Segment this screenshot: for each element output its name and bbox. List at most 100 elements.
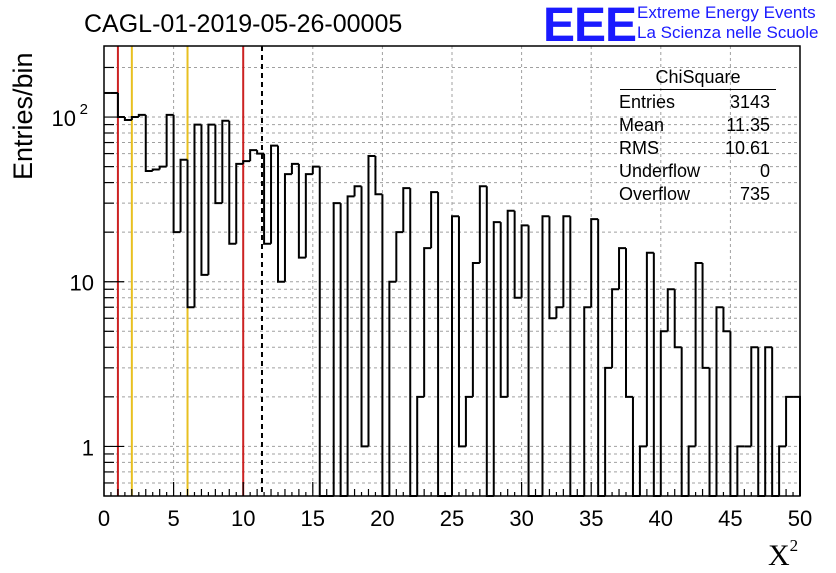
histogram-bar (437, 192, 446, 497)
x-tick-label: 20 (370, 506, 394, 531)
histogram-bar (123, 117, 132, 121)
stats-label: Entries (619, 92, 676, 112)
histogram-bar (409, 188, 418, 497)
histogram-bar (381, 194, 390, 497)
histogram-bar (464, 395, 473, 447)
histogram-bar (625, 248, 633, 398)
histogram-bar (548, 216, 557, 320)
stats-row-mean: Mean 11.35 (612, 113, 780, 136)
histogram-bar (492, 221, 501, 496)
histogram-bar (242, 160, 251, 164)
histogram-bar (332, 202, 341, 496)
histogram-bar (506, 209, 515, 397)
histogram-bar (736, 445, 745, 496)
x-tick-label: 30 (509, 506, 533, 531)
histogram-bar (263, 153, 272, 245)
stats-value: 10.61 (724, 138, 770, 158)
chart-title: CAGL-01-2019-05-26-00005 (84, 10, 403, 38)
histogram-bar (680, 347, 689, 497)
histogram-bar (729, 331, 738, 497)
histogram-bar (478, 185, 487, 263)
histogram-bar (346, 195, 355, 496)
histogram-bar (304, 173, 313, 258)
histogram-bar (430, 191, 439, 249)
histogram-bar (151, 168, 160, 172)
histogram-bar (715, 306, 724, 496)
histogram-bar (137, 113, 146, 118)
histogram-bar (402, 187, 411, 233)
histogram-bar (297, 163, 306, 259)
histogram-bar (249, 149, 258, 162)
x-tick-label: 35 (579, 506, 603, 531)
x-tick-label: 10 (231, 506, 255, 531)
histogram-bar (527, 225, 536, 497)
histogram-bar (604, 366, 613, 496)
stats-value: 735 (739, 184, 770, 204)
y-axis-label: Entries/bin (8, 52, 38, 180)
histogram-bar (367, 155, 376, 447)
histogram-bar (339, 203, 348, 497)
histogram-bar (520, 224, 529, 298)
histogram-bar (611, 288, 620, 368)
histogram-bar (256, 150, 265, 155)
histogram-bar (687, 445, 696, 496)
histogram-bar (785, 395, 794, 447)
histogram-bar (451, 215, 459, 496)
x-tick-label: 40 (649, 506, 673, 531)
histogram-bar (395, 231, 404, 282)
histogram-bar (200, 124, 209, 276)
histogram-bar (638, 445, 647, 496)
histogram-bar (416, 395, 425, 496)
stats-value: 11.35 (726, 115, 770, 135)
histogram-bar (283, 173, 292, 282)
histogram-bar (750, 346, 759, 447)
x-tick-label: 25 (440, 506, 464, 531)
x-tick-label: 50 (788, 506, 812, 531)
histogram-bar (116, 92, 125, 119)
histogram-bar (130, 116, 139, 120)
logo-line-2: La Scienza nelle Scuole (637, 23, 819, 42)
marker-lines (116, 46, 263, 496)
histogram-bar (659, 330, 668, 496)
histogram-bar (457, 216, 466, 448)
x-tick-label: 45 (718, 506, 742, 531)
histogram-bar (708, 367, 717, 497)
stats-row-rms: RMS 10.61 (612, 136, 780, 159)
histogram-bar (701, 262, 710, 369)
x-axis-ticks: 0 5 10 15 20 25 30 35 40 45 50 (98, 482, 812, 531)
histogram-bar (590, 218, 599, 308)
stats-label: Mean (619, 115, 665, 135)
x-tick-label: 15 (301, 506, 325, 531)
histogram-bar (228, 120, 237, 245)
x-tick-label: 0 (98, 506, 110, 531)
y-tick-label: 10 (52, 106, 76, 131)
histogram-bar (694, 261, 703, 447)
histogram-bar (221, 119, 230, 204)
histogram-bar (144, 114, 153, 173)
histogram-bar (235, 162, 244, 244)
histogram-bar (499, 222, 508, 398)
histogram-bar (290, 162, 299, 175)
histogram-bar (771, 347, 780, 497)
stats-row-overflow: Overflow 735 (612, 182, 780, 205)
stats-label: RMS (619, 138, 659, 158)
x-axis-label: X2 (768, 536, 798, 573)
y-tick-label-superscript: 2 (80, 101, 88, 118)
stats-value: 0 (759, 161, 770, 181)
stats-label: Underflow (619, 161, 701, 181)
histogram-bar (485, 186, 494, 497)
stats-label: Overflow (619, 184, 691, 204)
histogram-bar (423, 247, 432, 397)
histogram-bar (277, 145, 285, 283)
histogram-bar (645, 251, 654, 447)
histogram-bar (214, 124, 223, 205)
histogram-bar (270, 144, 278, 244)
histogram-bar (583, 306, 592, 496)
y-tick-label: 1 (82, 435, 94, 460)
histogram-bar (555, 306, 564, 319)
histogram-bar (207, 123, 216, 275)
histogram-bar (666, 288, 675, 332)
x-axis-label-superscript: 2 (789, 536, 799, 555)
